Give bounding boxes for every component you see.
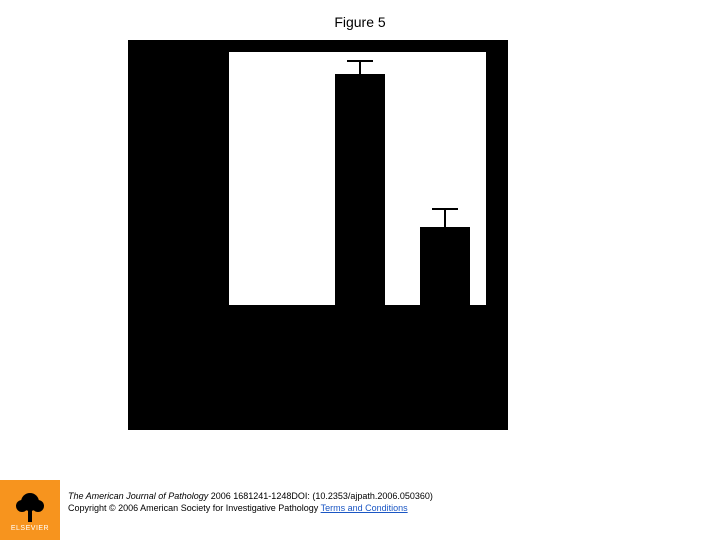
elsevier-tree-icon <box>13 488 47 524</box>
figure-title: Figure 5 <box>0 14 720 30</box>
citation-text: The American Journal of Pathology 2006 1… <box>68 490 433 514</box>
x-tick-mark <box>274 306 276 314</box>
error-cap <box>347 60 373 62</box>
elsevier-logo: ELSEVIER <box>0 480 60 540</box>
journal-name: The American Journal of Pathology <box>68 491 208 501</box>
y-tick-label: 10 <box>0 210 224 231</box>
error-cap <box>432 208 458 210</box>
y-tick-label: 1000 <box>0 41 224 62</box>
error-stem <box>444 209 446 227</box>
bar <box>420 227 470 306</box>
y-axis-line <box>227 52 229 306</box>
bar <box>335 74 385 306</box>
y-tick-label: 1 <box>0 295 224 316</box>
x-tick-mark <box>444 306 446 314</box>
citation-rest: 2006 1681241-1248DOI: (10.2353/ajpath.20… <box>208 491 433 501</box>
error-stem <box>359 61 361 74</box>
slide-root: { "figure": { "title": "Figure 5", "titl… <box>0 0 720 540</box>
y-tick-label: 100 <box>0 126 224 147</box>
copyright-text: Copyright © 2006 American Society for In… <box>68 503 321 513</box>
terms-link[interactable]: Terms and Conditions <box>321 503 408 513</box>
x-tick-mark <box>359 306 361 314</box>
elsevier-wordmark: ELSEVIER <box>11 525 49 532</box>
